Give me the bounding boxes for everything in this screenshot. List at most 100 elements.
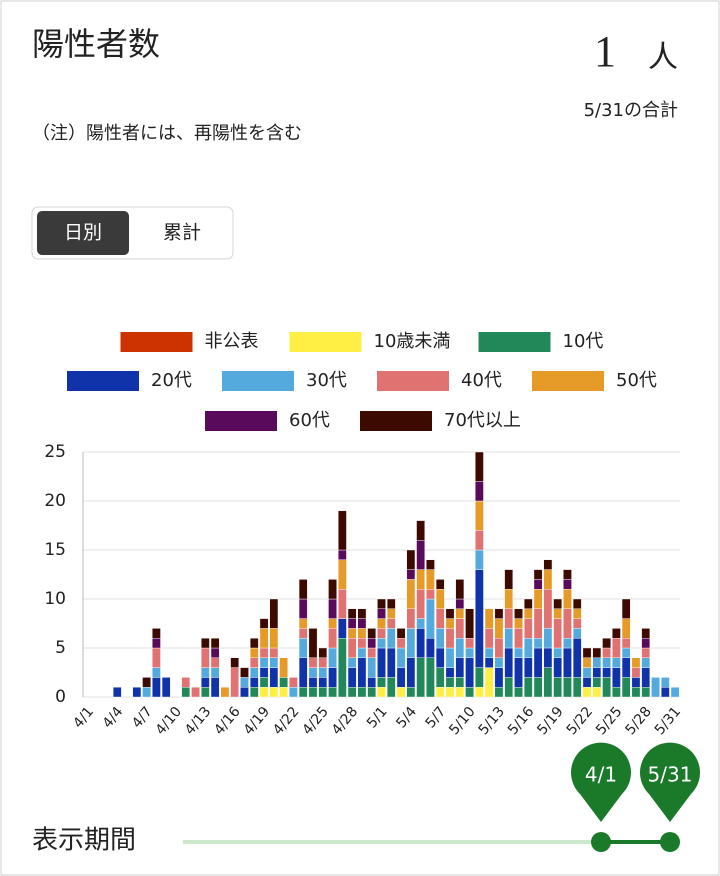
bar-segment — [269, 598, 279, 629]
bar-segment — [455, 677, 465, 688]
bar-segment — [553, 608, 562, 619]
bar-segment — [631, 677, 641, 688]
bar-segment — [152, 677, 161, 698]
bar-segment — [533, 589, 543, 610]
bar-segment — [475, 500, 484, 531]
bar-segment — [602, 677, 611, 698]
bar-segment — [416, 540, 425, 570]
bar-segment — [328, 618, 337, 629]
tab-daily[interactable]: 日別 — [64, 222, 102, 244]
slider-start-label: 4/1 — [585, 763, 617, 787]
bar-segment — [514, 657, 523, 688]
bar-segment — [386, 608, 396, 619]
bar-segment — [279, 687, 288, 698]
y-tick-label: 0 — [55, 687, 66, 707]
bar-segment — [572, 677, 582, 698]
bar-segment — [484, 657, 494, 668]
bar-segment — [435, 647, 445, 668]
bar-segment — [338, 618, 347, 639]
bar-segment — [543, 589, 553, 629]
bar-segment — [308, 667, 318, 678]
bar-segment — [435, 589, 445, 610]
legend-label: 非公表 — [205, 331, 259, 352]
bar-segment — [347, 628, 357, 639]
bar-segment — [484, 608, 494, 629]
bar-segment — [377, 647, 386, 678]
slider-handle-end[interactable] — [660, 832, 680, 852]
bar-segment — [377, 628, 386, 639]
bar-segment — [249, 647, 259, 659]
bar-segment — [553, 598, 562, 610]
bar-segment — [435, 579, 445, 590]
bar-segment — [181, 677, 191, 688]
bar-segment — [523, 618, 533, 639]
bar-segment — [426, 598, 435, 639]
bar-segment — [455, 638, 465, 659]
bar-segment — [338, 589, 347, 619]
bar-segment — [230, 667, 240, 698]
bar-segment — [475, 530, 484, 551]
bar-segment — [152, 638, 161, 649]
bar-segment — [191, 687, 200, 698]
bar-segment — [582, 687, 592, 698]
legend-label: 60代 — [289, 410, 330, 431]
bar-segment — [396, 638, 406, 649]
bar-segment — [249, 677, 259, 688]
bar-segment — [602, 657, 611, 668]
bar-segment — [210, 638, 220, 649]
legend-swatch — [120, 332, 193, 352]
tab-cumulative[interactable]: 累計 — [163, 222, 201, 244]
bar-segment — [612, 628, 621, 639]
bar-segment — [416, 520, 425, 541]
bar-segment — [142, 687, 151, 698]
y-tick-label: 25 — [44, 442, 66, 462]
bar-segment — [367, 647, 377, 659]
bar-segment — [670, 687, 680, 698]
bar-segment — [465, 647, 474, 659]
bar-segment — [572, 608, 582, 619]
bar-segment — [621, 618, 631, 639]
note: （注）陽性者には、再陽性を含む — [32, 123, 302, 144]
bar-segment — [553, 657, 562, 678]
bar-segment — [181, 687, 191, 698]
bar-segment — [504, 569, 514, 590]
bar-segment — [641, 687, 651, 698]
bar-segment — [289, 687, 298, 698]
bar-segment — [249, 638, 259, 649]
bar-segment — [504, 647, 514, 678]
bar-segment — [435, 628, 445, 649]
bar-segment — [465, 608, 474, 639]
bar-segment — [386, 618, 396, 629]
legend-swatch — [377, 371, 449, 391]
y-tick-label: 5 — [55, 638, 66, 658]
bar-segment — [494, 687, 504, 698]
bar-segment — [328, 687, 337, 698]
tab-active[interactable] — [37, 211, 129, 255]
bar-segment — [514, 647, 523, 659]
bar-segment — [504, 589, 514, 610]
bar-segment — [435, 608, 445, 629]
bar-segment — [445, 628, 455, 649]
bar-segment — [377, 608, 386, 619]
bar-segment — [386, 598, 396, 610]
bar-segment — [475, 451, 484, 482]
bar-segment — [455, 618, 465, 639]
total-unit: 人 — [648, 41, 678, 74]
bar-segment — [210, 647, 220, 659]
bar-segment — [406, 628, 416, 659]
slider-handle-start[interactable] — [591, 832, 611, 852]
bar-segment — [612, 638, 621, 659]
bar-segment — [641, 647, 651, 659]
bar-segment — [641, 638, 651, 649]
bar-segment — [406, 657, 416, 688]
bar-segment — [259, 657, 269, 668]
bar-segment — [455, 608, 465, 619]
bar-segment — [533, 638, 543, 649]
bar-segment — [455, 579, 465, 600]
bar-segment — [455, 657, 465, 678]
bar-segment — [269, 667, 279, 688]
bar-segment — [494, 667, 504, 688]
legend-swatch — [222, 371, 294, 391]
bar-segment — [582, 667, 592, 678]
